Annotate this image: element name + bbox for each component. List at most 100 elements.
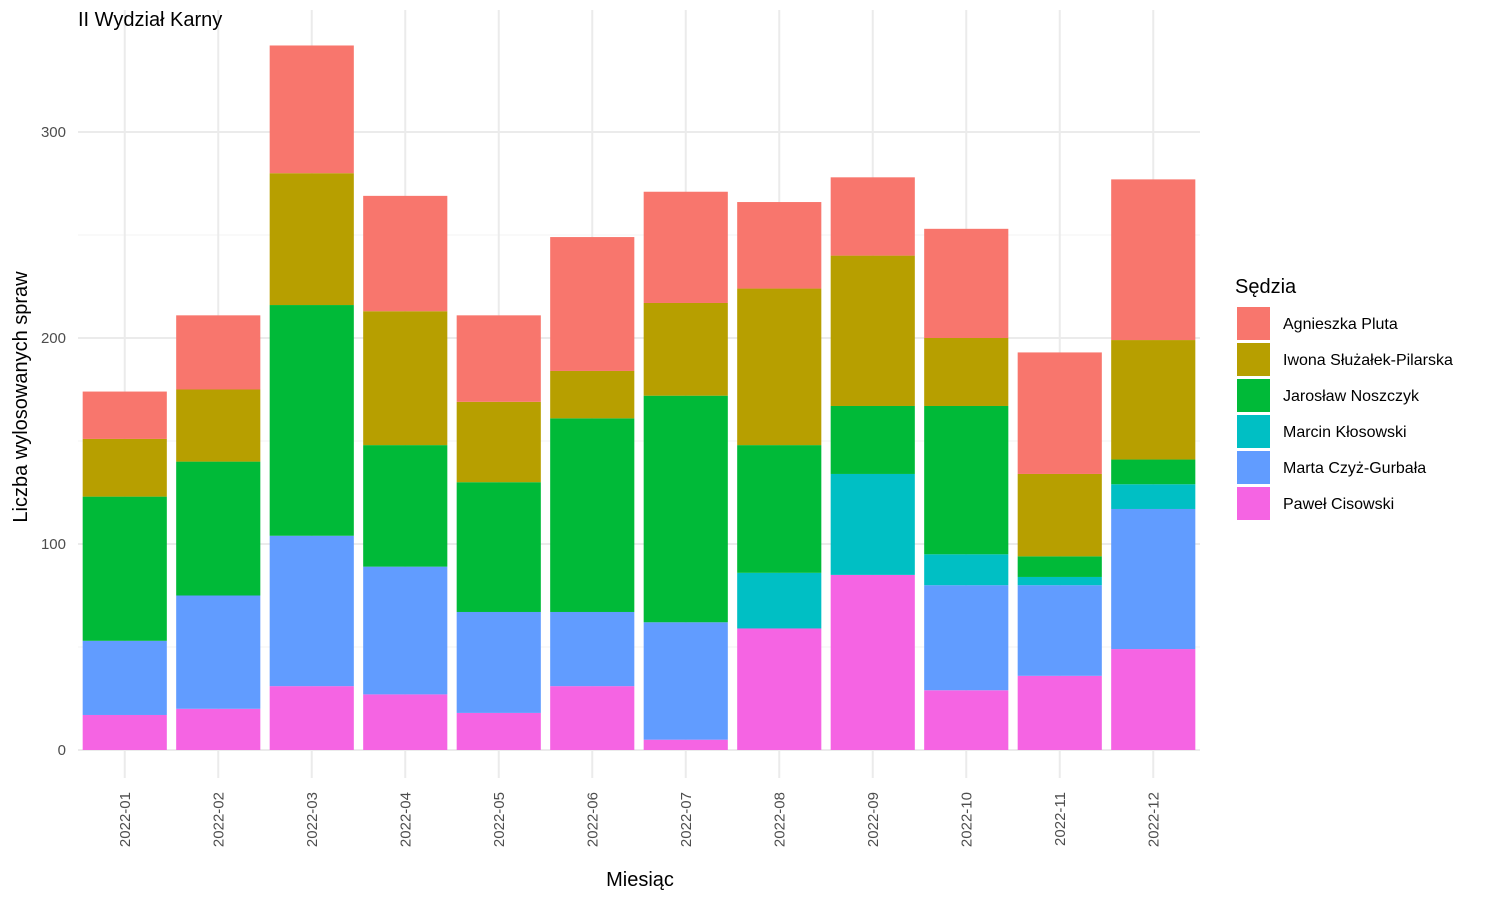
bar-segment	[1111, 484, 1196, 509]
legend-key	[1237, 307, 1270, 340]
bar-segment	[1017, 585, 1102, 676]
bar-segment	[550, 370, 635, 419]
bar-segment	[737, 445, 822, 573]
bar-segment	[1017, 675, 1102, 750]
bar-segment	[924, 405, 1009, 555]
bar-segment	[643, 395, 728, 623]
bar-segment	[82, 496, 167, 641]
bar-segment	[1017, 352, 1102, 474]
legend-key	[1237, 343, 1270, 376]
bar-segment	[737, 202, 822, 289]
x-tick-label: 2022-04	[397, 792, 414, 847]
x-tick-label: 2022-09	[865, 792, 882, 847]
bar-segment	[269, 686, 354, 750]
bar-segment	[737, 572, 822, 629]
x-tick-label: 2022-10	[958, 792, 975, 847]
bar-segment	[82, 640, 167, 715]
y-tick-label: 300	[41, 124, 66, 141]
bar-segment	[82, 391, 167, 439]
bar-segment	[456, 611, 541, 713]
y-tick-label: 100	[41, 536, 66, 553]
bar-segment	[924, 338, 1009, 406]
y-tick-label: 200	[41, 330, 66, 347]
bar-segment	[1111, 649, 1196, 750]
bar-segment	[643, 622, 728, 740]
x-tick-label: 2022-05	[491, 792, 508, 847]
bar-segment	[737, 288, 822, 446]
legend: Sędzia Agnieszka Pluta Iwona Służałek-Pil…	[1235, 276, 1453, 520]
x-tick-label: 2022-12	[1145, 792, 1162, 847]
y-tick-label: 0	[58, 742, 66, 759]
legend-label: Paweł Cisowski	[1283, 496, 1394, 513]
bar-segment	[643, 191, 728, 303]
bar-segment	[269, 305, 354, 536]
y-axis-title: Liczba wylosowanych spraw	[10, 271, 32, 523]
legend-label: Agnieszka Pluta	[1283, 316, 1398, 333]
bar-segment	[550, 686, 635, 750]
bar-segment	[924, 554, 1009, 586]
bar-segment	[176, 315, 261, 390]
x-tick-label: 2022-03	[304, 792, 321, 847]
chart-title: II Wydział Karny	[78, 9, 222, 31]
bar-segment	[830, 177, 915, 256]
bar-segment	[176, 595, 261, 709]
bar-segment	[924, 690, 1009, 750]
y-axis-ticks: 0 100 200 300	[41, 124, 66, 759]
x-tick-label: 2022-07	[678, 792, 695, 847]
bars	[82, 45, 1196, 750]
bar-segment	[830, 574, 915, 750]
bar-segment	[643, 302, 728, 396]
bar-segment	[830, 473, 915, 575]
bar-segment	[456, 712, 541, 750]
bar-segment	[363, 694, 448, 750]
bar-segment	[1111, 340, 1196, 460]
bar-segment	[1017, 576, 1102, 586]
bar-segment	[269, 45, 354, 174]
x-tick-label: 2022-02	[210, 792, 227, 847]
bar-segment	[830, 255, 915, 406]
bar-segment	[269, 535, 354, 687]
bar-segment	[550, 611, 635, 687]
bar-segment	[269, 173, 354, 306]
bar-segment	[830, 405, 915, 474]
legend-key	[1237, 379, 1270, 412]
bar-segment	[82, 714, 167, 750]
bar-segment	[363, 445, 448, 567]
legend-key	[1237, 487, 1270, 520]
x-tick-label: 2022-01	[117, 792, 134, 847]
bar-segment	[176, 389, 261, 462]
bar-segment	[924, 585, 1009, 691]
bar-segment	[1111, 459, 1196, 485]
legend-label: Marta Czyż-Gurbała	[1283, 460, 1426, 477]
x-tick-label: 2022-11	[1052, 792, 1069, 846]
x-tick-label: 2022-06	[584, 792, 601, 847]
legend-label: Marcin Kłosowski	[1283, 424, 1407, 441]
legend-label: Iwona Służałek-Pilarska	[1283, 352, 1453, 369]
bar-segment	[363, 566, 448, 695]
bar-segment	[456, 315, 541, 402]
bar-segment	[82, 438, 167, 497]
bar-segment	[1111, 508, 1196, 650]
legend-key	[1237, 415, 1270, 448]
legend-title: Sędzia	[1235, 276, 1297, 298]
bar-segment	[456, 482, 541, 612]
bar-segment	[176, 461, 261, 596]
bar-segment	[1017, 556, 1102, 577]
legend-key	[1237, 451, 1270, 484]
bar-segment	[924, 228, 1009, 338]
bar-segment	[363, 311, 448, 446]
bar-segment	[1111, 179, 1196, 341]
bar-segment	[456, 401, 541, 483]
x-axis-ticks: 2022-01 2022-02 2022-03 2022-04 2022-05 2022-…	[117, 792, 1163, 847]
bar-segment	[737, 628, 822, 750]
bar-segment	[550, 418, 635, 612]
bar-segment	[550, 237, 635, 371]
bar-segment	[363, 195, 448, 312]
x-axis-title: Miesiąc	[606, 869, 674, 891]
legend-label: Jarosław Noszczyk	[1283, 388, 1420, 405]
x-tick-label: 2022-08	[771, 792, 788, 847]
bar-segment	[643, 739, 728, 750]
bar-segment	[1017, 473, 1102, 557]
bar-segment	[176, 708, 261, 750]
